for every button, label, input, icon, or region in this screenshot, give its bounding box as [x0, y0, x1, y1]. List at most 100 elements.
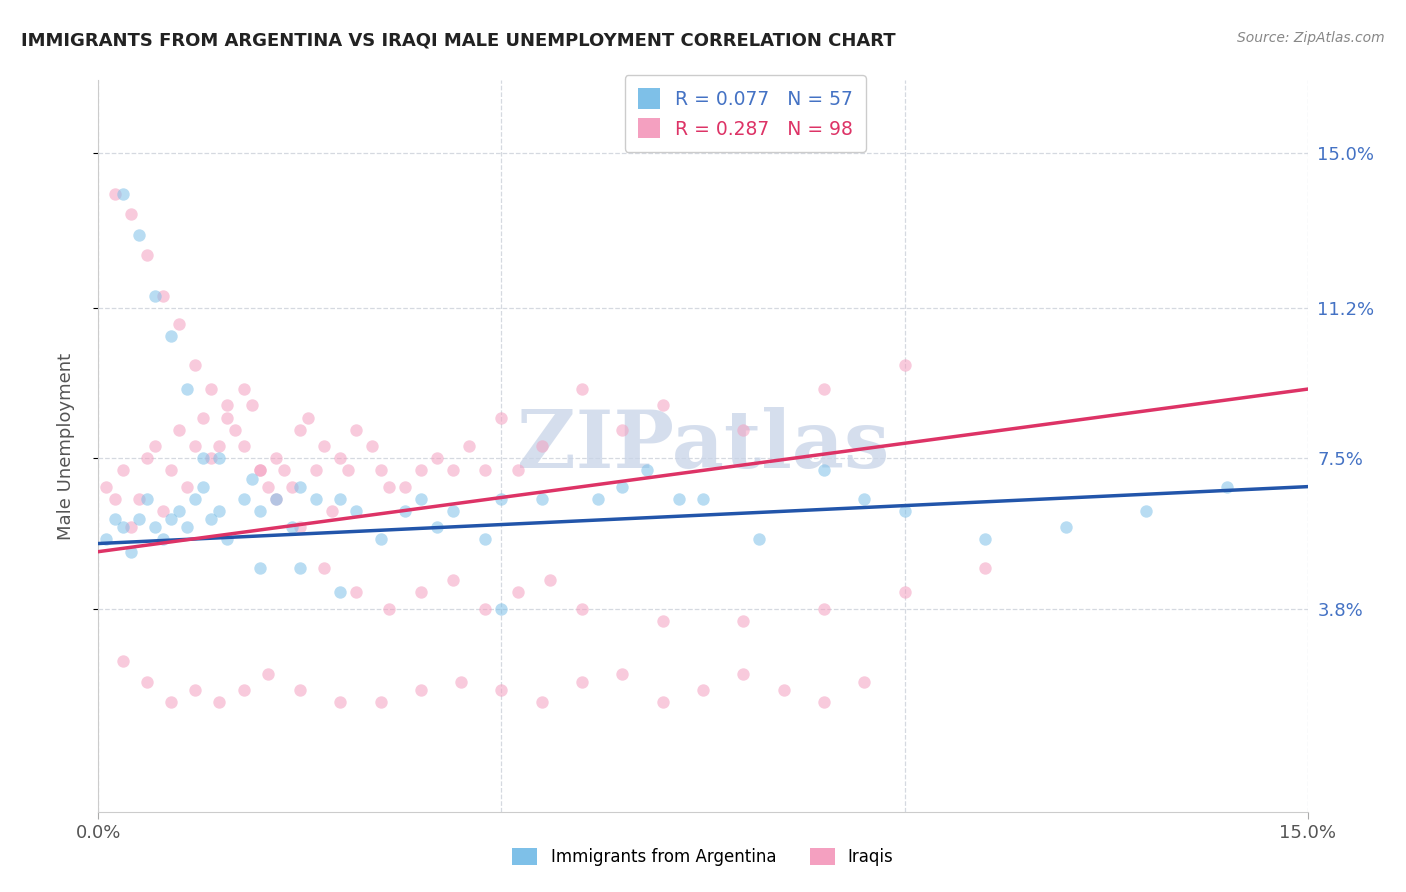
Point: [409, 491, 432, 506]
Point: [474, 601, 496, 615]
Point: [249, 463, 271, 477]
Text: Source: ZipAtlas.com: Source: ZipAtlas.com: [1237, 31, 1385, 45]
Point: [370, 533, 392, 547]
Point: [426, 520, 449, 534]
Point: [506, 463, 529, 477]
Point: [240, 471, 263, 485]
Point: [160, 463, 183, 477]
Point: [249, 463, 271, 477]
Point: [1135, 504, 1157, 518]
Point: [344, 585, 367, 599]
Point: [167, 423, 190, 437]
Point: [692, 682, 714, 697]
Point: [111, 654, 134, 668]
Point: [506, 585, 529, 599]
Point: [184, 682, 207, 697]
Point: [491, 682, 513, 697]
Point: [668, 491, 690, 506]
Point: [426, 451, 449, 466]
Point: [160, 695, 183, 709]
Point: [152, 504, 174, 518]
Point: [281, 480, 304, 494]
Point: [249, 561, 271, 575]
Point: [176, 480, 198, 494]
Point: [143, 288, 166, 302]
Point: [264, 491, 287, 506]
Point: [208, 695, 231, 709]
Point: [103, 512, 125, 526]
Point: [281, 520, 304, 534]
Point: [232, 439, 254, 453]
Point: [288, 682, 311, 697]
Point: [160, 512, 183, 526]
Point: [120, 544, 142, 558]
Point: [96, 480, 118, 494]
Point: [651, 695, 673, 709]
Point: [571, 674, 593, 689]
Point: [329, 451, 352, 466]
Point: [370, 695, 392, 709]
Point: [441, 504, 464, 518]
Point: [612, 480, 634, 494]
Point: [530, 491, 553, 506]
Point: [344, 504, 367, 518]
Point: [813, 463, 835, 477]
Point: [167, 317, 190, 331]
Point: [329, 491, 352, 506]
Point: [337, 463, 360, 477]
Point: [288, 480, 311, 494]
Point: [273, 463, 295, 477]
Y-axis label: Male Unemployment: Male Unemployment: [56, 352, 75, 540]
Point: [111, 463, 134, 477]
Point: [224, 423, 246, 437]
Point: [232, 491, 254, 506]
Point: [135, 674, 157, 689]
Point: [103, 187, 125, 202]
Point: [813, 601, 835, 615]
Point: [135, 451, 157, 466]
Point: [361, 439, 384, 453]
Point: [441, 463, 464, 477]
Text: ZIPatlas: ZIPatlas: [517, 407, 889, 485]
Point: [1216, 480, 1239, 494]
Point: [305, 463, 328, 477]
Point: [314, 439, 336, 453]
Point: [651, 614, 673, 628]
Point: [450, 674, 472, 689]
Point: [538, 573, 561, 587]
Point: [232, 682, 254, 697]
Point: [409, 682, 432, 697]
Point: [152, 533, 174, 547]
Point: [193, 410, 215, 425]
Point: [344, 423, 367, 437]
Point: [474, 533, 496, 547]
Point: [288, 520, 311, 534]
Point: [111, 187, 134, 202]
Point: [409, 585, 432, 599]
Point: [264, 451, 287, 466]
Point: [184, 439, 207, 453]
Point: [491, 410, 513, 425]
Point: [217, 410, 239, 425]
Point: [329, 585, 352, 599]
Point: [143, 520, 166, 534]
Point: [733, 666, 755, 681]
Point: [208, 439, 231, 453]
Point: [96, 533, 118, 547]
Point: [111, 520, 134, 534]
Point: [733, 614, 755, 628]
Point: [217, 398, 239, 412]
Point: [651, 398, 673, 412]
Point: [160, 329, 183, 343]
Point: [474, 463, 496, 477]
Point: [530, 695, 553, 709]
Point: [176, 520, 198, 534]
Point: [571, 382, 593, 396]
Point: [217, 533, 239, 547]
Point: [586, 491, 609, 506]
Point: [1054, 520, 1077, 534]
Point: [128, 227, 150, 242]
Point: [152, 288, 174, 302]
Point: [458, 439, 481, 453]
Point: [135, 248, 157, 262]
